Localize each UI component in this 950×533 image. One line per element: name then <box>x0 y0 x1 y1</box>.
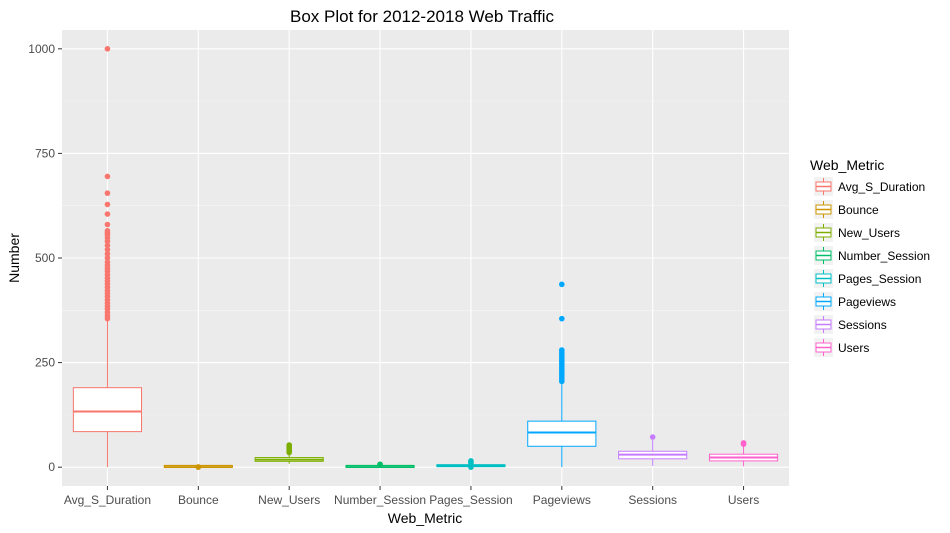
outlier-point <box>559 347 565 353</box>
y-axis-ticks: 0 250 500 750 1000 <box>28 42 62 474</box>
legend-label: Pages_Session <box>838 272 921 286</box>
x-axis-title: Web_Metric <box>388 510 462 526</box>
legend-key <box>814 200 833 219</box>
outlier-point <box>104 173 111 180</box>
legend-key <box>814 269 833 288</box>
legend-key <box>814 246 833 265</box>
outlier-point <box>104 242 111 249</box>
box-iqr <box>527 420 597 447</box>
outlier-point <box>104 228 111 234</box>
outlier-point <box>104 255 111 261</box>
outlier-point <box>559 315 565 322</box>
legend-title: Web_Metric <box>810 157 884 173</box>
x-tick-label: Bounce <box>178 493 219 507</box>
legend: Web_Metric Avg_S_Duration Bounce New_Users… <box>810 157 930 357</box>
x-tick-label: Avg_S_Duration <box>64 493 151 507</box>
outlier-point <box>104 251 111 257</box>
y-tick-label: 750 <box>35 146 55 160</box>
y-tick-label: 500 <box>35 251 55 265</box>
outlier-point <box>649 434 656 440</box>
x-axis-ticks: Avg_S_Duration Bounce New_Users Number_Sess… <box>64 486 759 507</box>
boxes <box>72 46 779 470</box>
x-tick-label: Sessions <box>628 493 677 507</box>
box-users <box>708 440 779 467</box>
x-tick-label: Users <box>728 493 759 507</box>
legend-label: Number_Session <box>838 249 930 263</box>
y-axis-title: Number <box>6 233 22 283</box>
outlier-point <box>104 211 111 217</box>
legend-key <box>814 315 833 334</box>
legend-key <box>814 338 833 357</box>
legend-label: New_Users <box>838 226 900 240</box>
x-tick-label: New_Users <box>258 493 320 507</box>
outlier-point <box>740 440 747 446</box>
outlier-point <box>468 458 474 464</box>
outlier-point <box>559 281 565 288</box>
legend-key <box>814 223 833 242</box>
outlier-point <box>104 201 111 208</box>
box-pages-session <box>436 458 506 470</box>
box-bounce <box>163 464 233 470</box>
legend-label: Pageviews <box>838 295 896 309</box>
outlier-point <box>104 190 111 196</box>
box-pageviews <box>527 281 597 468</box>
legend-key <box>814 292 833 311</box>
x-tick-label: Pages_Session <box>429 493 512 507</box>
box-avg-s-duration <box>72 46 143 468</box>
legend-label: Users <box>838 341 869 355</box>
outlier-point <box>195 464 202 470</box>
x-tick-label: Pageviews <box>533 493 591 507</box>
chart-title: Box Plot for 2012-2018 Web Traffic <box>290 7 554 26</box>
y-tick-label: 1000 <box>28 42 55 56</box>
box-iqr <box>72 387 143 433</box>
box-number-session <box>345 461 415 469</box>
legend-label: Avg_S_Duration <box>838 180 925 194</box>
y-tick-label: 0 <box>48 460 55 474</box>
legend-label: Bounce <box>838 203 879 217</box>
outlier-point <box>286 442 292 448</box>
box-new-users <box>254 442 324 464</box>
outlier-point <box>104 246 111 253</box>
outlier-point <box>104 259 111 265</box>
outlier-point <box>104 221 111 228</box>
outlier-point <box>377 461 383 468</box>
legend-label: Sessions <box>838 318 887 332</box>
outlier-point <box>104 46 111 52</box>
legend-key <box>814 177 833 196</box>
box-sessions <box>618 434 688 466</box>
outlier-point <box>468 464 474 470</box>
x-tick-label: Number_Session <box>334 493 426 507</box>
y-tick-label: 250 <box>35 356 55 370</box>
